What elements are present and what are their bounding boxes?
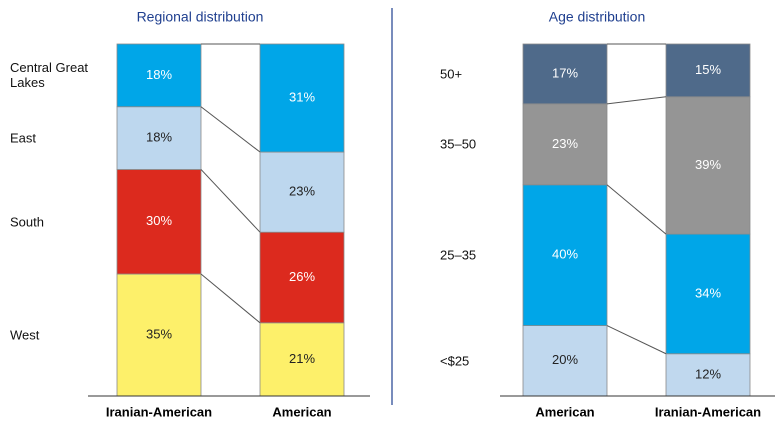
value-label: 31% xyxy=(289,89,315,104)
bar-segment xyxy=(259,322,345,397)
bar-segment xyxy=(522,43,608,105)
bar-segment xyxy=(522,325,608,397)
value-label: 26% xyxy=(289,269,315,284)
x-tick-label: Iranian-American xyxy=(655,404,761,419)
value-label: 35% xyxy=(146,326,172,341)
series-label: 25–35 xyxy=(440,247,477,263)
x-tick-label: American xyxy=(535,404,594,419)
series-label: 35–50 xyxy=(440,136,477,152)
connector xyxy=(606,96,667,105)
bar-segment xyxy=(665,233,751,355)
series-label: <$25 xyxy=(440,353,470,369)
bar-segment xyxy=(665,96,751,235)
bar-segment xyxy=(259,151,345,233)
bar-segment xyxy=(116,43,202,108)
x-tick-label: Iranian-American xyxy=(106,404,212,419)
bar-segment xyxy=(665,43,751,98)
bar-segment xyxy=(522,103,608,186)
chart-title: Regional distribution xyxy=(137,9,264,25)
series-label: Central Great Lakes xyxy=(10,60,89,91)
value-label: 40% xyxy=(552,247,578,262)
value-label: 17% xyxy=(552,65,578,80)
value-label: 21% xyxy=(289,351,315,366)
connector xyxy=(606,184,667,235)
value-label: 18% xyxy=(146,130,172,145)
bar-segment xyxy=(259,43,345,153)
series-label: South xyxy=(10,214,44,230)
series-label: West xyxy=(10,327,40,343)
bar-segment xyxy=(665,353,751,397)
connector xyxy=(200,106,261,153)
value-label: 18% xyxy=(146,67,172,82)
value-label: 23% xyxy=(552,136,578,151)
value-label: 30% xyxy=(146,213,172,228)
value-label: 20% xyxy=(552,352,578,367)
value-label: 39% xyxy=(695,157,721,172)
value-label: 12% xyxy=(695,366,721,381)
connector xyxy=(606,325,667,355)
series-label: 50+ xyxy=(440,66,463,82)
bar-segment xyxy=(259,231,345,324)
connector xyxy=(200,273,261,324)
connector xyxy=(200,169,261,233)
bar-segment xyxy=(116,169,202,275)
value-label: 34% xyxy=(695,285,721,300)
chart-title: Age distribution xyxy=(549,9,646,25)
value-label: 15% xyxy=(695,62,721,77)
x-tick-label: American xyxy=(272,404,331,419)
bar-segment xyxy=(522,184,608,327)
series-label: East xyxy=(10,130,37,146)
value-label: 23% xyxy=(289,184,315,199)
